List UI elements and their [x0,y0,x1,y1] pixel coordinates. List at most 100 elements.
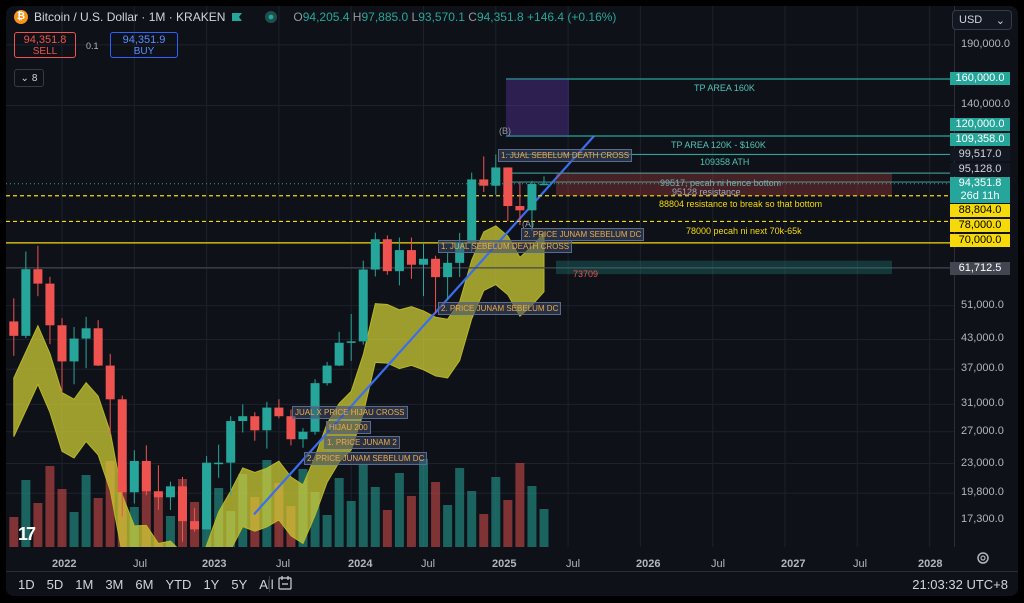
timeframe-1y[interactable]: 1Y [203,577,220,592]
volume-bar [370,487,380,547]
annotation-tp120[interactable]: TP AREA 120K - $160K [671,140,766,150]
volume-bar [105,461,115,547]
candle-body [226,421,236,463]
volume-bar [322,515,332,547]
annotation-wave-B[interactable]: (B) [499,126,511,136]
chevron-down-icon: ⌄ [20,72,29,84]
candle-body [45,283,55,326]
trendline [253,135,595,516]
indicators-count: 8 [31,72,38,84]
volume-bar [539,509,549,547]
bitcoin-logo-icon: ₿ [14,10,28,24]
annotation-res-88804[interactable]: 88804 resistance to break so that bottom [659,199,823,209]
timeframe-6m[interactable]: 6M [135,577,154,592]
price-badge[interactable]: 99,517.0 [950,148,1010,161]
annotation-tp160[interactable]: TP AREA 160K [694,83,755,93]
time-tick: Jul [566,558,581,570]
annotation-box-label[interactable]: 1. JUAL SEBELUM DEATH CROSS [438,240,573,253]
volume-bar [515,463,525,547]
price-badge[interactable]: 78,000.0 [950,219,1010,232]
annotation-ath[interactable]: 109358 ATH [700,157,750,167]
clock-timezone[interactable]: 21:03:32 UTC+8 [912,577,1008,592]
candle-body [286,416,296,440]
timeframe-3m[interactable]: 3M [105,577,124,592]
buy-price: 94,351.9 [122,34,166,46]
annotation-box-label[interactable]: 2. PRICE JUNAM SEBELUM DC [304,452,428,465]
candle-body [57,325,67,362]
tradingview-logo-icon[interactable]: 17 [18,524,36,544]
timeframe-ytd[interactable]: YTD [165,577,192,592]
timeframe-5y[interactable]: 5Y [231,577,248,592]
candle-body [467,179,477,243]
candle-body [141,460,151,492]
volume-bar [467,491,477,547]
sell-button[interactable]: 94,351.8 SELL [14,32,76,58]
chart-svg[interactable] [6,6,954,547]
price-badge[interactable]: 120,000.0 [950,118,1010,131]
price-badge[interactable]: 61,712.5 [950,262,1010,275]
candle-body [491,167,501,186]
volume-bar [69,512,79,547]
annotation-pecah-78000[interactable]: 78000 pecah ni next 70k-65k [686,226,802,236]
candle-body [274,407,284,417]
candle-body [9,321,19,336]
ma-cloud [13,225,545,547]
indicators-toggle[interactable]: ⌄ 8 [14,69,44,87]
price-badge[interactable]: 70,000.0 [950,234,1010,247]
price-badge[interactable]: 88,804.0 [950,204,1010,217]
volume-bar [21,480,31,547]
price-scale[interactable] [954,6,1018,547]
annotation-res-95128[interactable]: 95128 resistance [672,187,741,197]
candle-body [358,269,368,342]
timeframe-1m[interactable]: 1M [75,577,94,592]
annotation-low-73709[interactable]: 73709 [573,269,599,279]
time-tick: 2022 [52,558,77,570]
candle-body [382,239,392,272]
eye-icon[interactable] [263,10,279,24]
timeframe-all[interactable]: All [259,577,274,592]
annotation-wave-A[interactable]: (A) [522,219,534,229]
annotation-box-label[interactable]: 2. PRICE JUNAM SEBELUM DC [521,228,645,241]
price-badge[interactable]: 109,358.0 [950,133,1010,146]
time-tick: Jul [133,558,148,570]
candle-body [370,239,380,270]
candle-body [165,486,175,498]
price-badge[interactable]: 95,128.0 [950,163,1010,176]
annotation-box-label[interactable]: 1. PRICE JUNAM 2 [324,436,400,449]
time-tick: 2028 [918,558,943,570]
volume-bar [310,492,320,547]
open-value: 94,205.4 [302,10,350,24]
chart-frame: ₿ Bitcoin / U.S. Dollar · 1M · KRAKEN O9… [6,6,1018,596]
time-tick: 2027 [781,558,806,570]
candle-body [214,462,224,465]
buy-label: BUY [133,46,155,57]
price-badge[interactable]: 94,351.8 [950,177,1010,190]
annotation-pecah-hence[interactable]: 99517, pecah ni hence bottom [660,178,782,188]
timeframe-5d[interactable]: 5D [46,577,64,592]
annotation-box-label[interactable]: 1. JUAL SEBELUM DEATH CROSS [498,149,633,162]
price-badge[interactable]: 160,000.0 [950,72,1010,85]
price-tick: 140,000.0 [961,98,1010,111]
volume-bar [165,516,175,547]
volume-bar [443,505,453,547]
symbol-title[interactable]: Bitcoin / U.S. Dollar · 1M · KRAKEN [34,10,226,24]
currency-select[interactable]: USD ⌄ [952,10,1012,30]
price-badge[interactable]: 26d 11h [950,190,1010,203]
sell-price: 94,351.8 [23,34,67,46]
date-range-icon[interactable] [278,575,292,591]
annotation-box-label[interactable]: HIJAU 200 [326,421,371,434]
ma-band [13,225,545,547]
volume-bar [346,501,356,547]
candle-body [153,491,163,498]
sell-label: SELL [32,46,58,57]
candle-body [334,342,344,366]
settings-gear-icon[interactable] [976,551,990,565]
candle-body [419,258,428,265]
chart-plot-area[interactable] [6,6,954,547]
flag-icon[interactable] [231,12,243,22]
volume-bar [406,496,416,547]
timeframe-1d[interactable]: 1D [18,577,35,592]
buy-button[interactable]: 94,351.9 BUY [110,32,178,58]
annotation-box-label[interactable]: JUAL X PRICE HIJAU CROSS [292,406,408,419]
annotation-box-label[interactable]: 2. PRICE JUNAM SEBELUM DC [438,302,562,315]
